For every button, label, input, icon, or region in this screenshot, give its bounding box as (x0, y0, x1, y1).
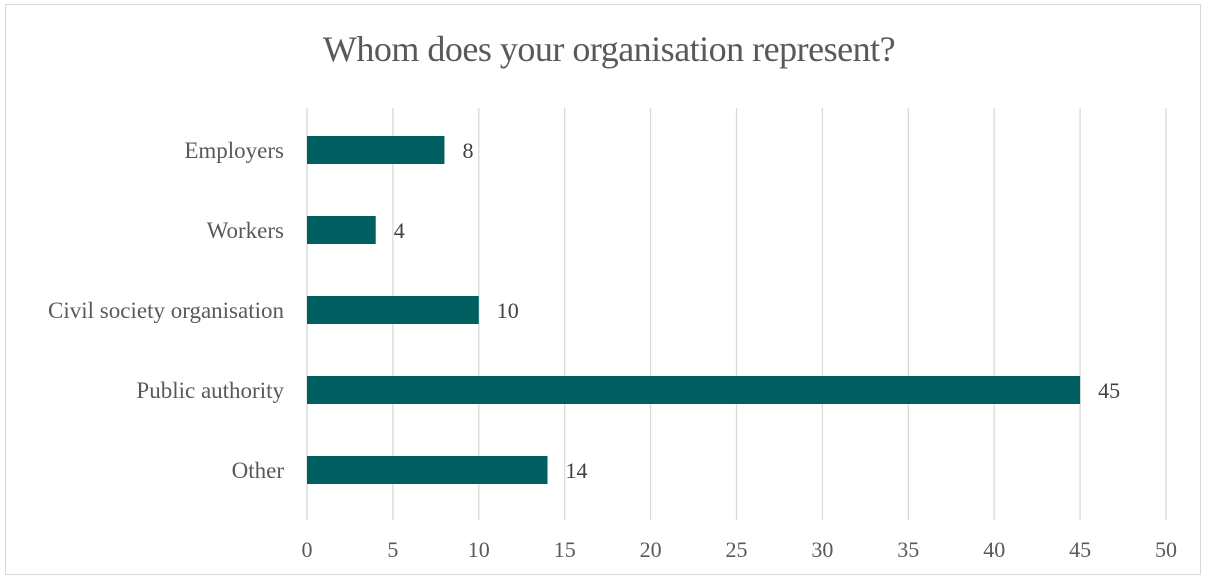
data-label: 10 (497, 298, 519, 323)
x-tick-label: 15 (554, 537, 576, 562)
x-tick-label: 50 (1155, 537, 1177, 562)
x-tick-label: 25 (726, 537, 748, 562)
x-tick-label: 45 (1069, 537, 1091, 562)
chart-title: Whom does your organisation represent? (322, 29, 896, 69)
bar (307, 216, 376, 244)
x-tick-label: 20 (640, 537, 662, 562)
category-label: Civil society organisation (48, 298, 284, 323)
x-tick-label: 35 (897, 537, 919, 562)
data-labels: 8 4 10 45 14 (394, 138, 1120, 483)
x-axis-tick-labels: 0 5 10 15 20 25 30 35 40 45 50 (302, 537, 1178, 562)
data-label: 14 (566, 458, 588, 483)
x-tick-label: 0 (302, 537, 313, 562)
bars (307, 136, 1081, 484)
category-label: Public authority (136, 378, 284, 403)
bar (307, 456, 548, 484)
category-label: Other (232, 458, 285, 483)
grid-lines (306, 108, 1167, 520)
x-tick-label: 5 (387, 537, 398, 562)
x-tick-label: 40 (983, 537, 1005, 562)
category-label: Workers (207, 218, 284, 243)
chart-frame (5, 4, 1201, 575)
data-label: 8 (462, 138, 473, 163)
data-label: 45 (1098, 378, 1120, 403)
bar (307, 136, 445, 164)
category-label: Employers (184, 138, 284, 163)
x-tick-label: 10 (468, 537, 490, 562)
category-labels: Employers Workers Civil society organisati… (48, 138, 284, 483)
data-label: 4 (394, 218, 405, 243)
x-tick-label: 30 (811, 537, 833, 562)
bar (307, 376, 1081, 404)
bar (307, 296, 479, 324)
